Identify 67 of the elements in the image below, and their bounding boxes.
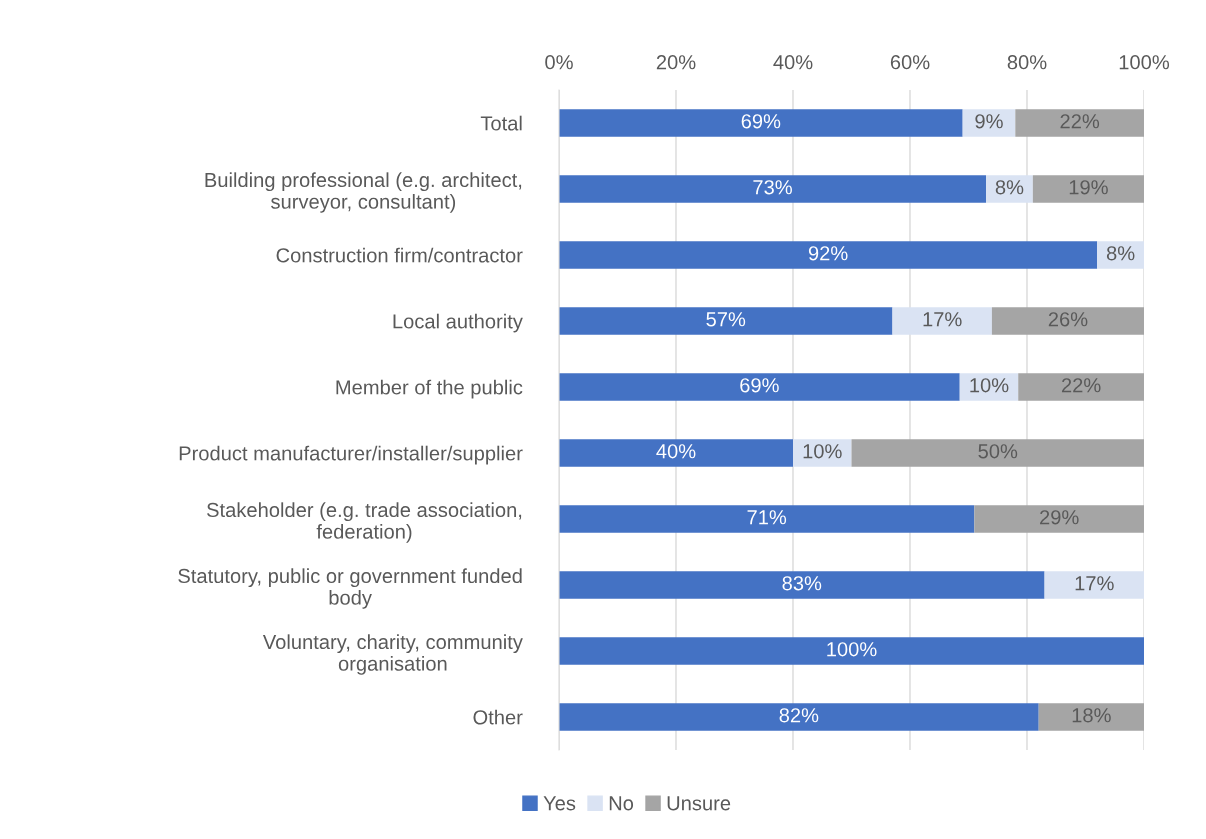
data-label: 69% [740, 378, 779, 393]
legend-label: Yes [543, 796, 576, 811]
data-label: 69% [741, 114, 781, 129]
data-label: 50% [978, 444, 1018, 459]
data-label: 9% [975, 114, 1003, 129]
bar [1032, 175, 1144, 203]
bar [559, 505, 975, 533]
x-tick-label: 60% [890, 55, 930, 70]
data-label: 29% [1040, 510, 1079, 525]
bar [559, 175, 987, 203]
data-label: 92% [808, 246, 848, 261]
y-tick-label: Product manufacturer/installer/supplier [179, 445, 523, 465]
y-tick-label: Local authority [393, 313, 523, 333]
data-label: 57% [706, 312, 746, 327]
x-tick-label: 20% [656, 55, 696, 70]
data-label: 8% [995, 180, 1024, 195]
data-label: 8% [1106, 246, 1135, 261]
x-tick-label: 80% [1007, 55, 1047, 70]
data-label: 40% [656, 444, 696, 459]
x-tick-label: 0% [545, 55, 573, 70]
data-label: 71% [747, 510, 787, 525]
bar [559, 703, 1039, 731]
bar [851, 439, 1144, 467]
bar [1097, 241, 1144, 269]
data-label: 83% [782, 576, 822, 591]
bar [559, 241, 1098, 269]
legend-label: No [609, 796, 634, 811]
data-label: 18% [1072, 708, 1111, 723]
data-label: 73% [753, 180, 792, 195]
bar [986, 175, 1033, 203]
data-label: 19% [1069, 180, 1108, 195]
bar [559, 109, 963, 137]
data-label: 17% [1075, 576, 1114, 591]
bar [959, 373, 1019, 401]
data-label: 10% [803, 444, 842, 459]
x-tick-label: 100% [1119, 55, 1170, 70]
y-tick-label: Stakeholder (e.g. trade association, federation) [207, 502, 522, 543]
data-label: 26% [1048, 312, 1088, 327]
bar [962, 109, 1016, 137]
bar [559, 439, 793, 467]
x-tick-label: 40% [773, 55, 813, 70]
data-label: 10% [970, 378, 1009, 393]
y-tick-label: Other [473, 709, 523, 725]
y-tick-label: Building professional (e.g. architect, surveyor, consultant) [205, 172, 522, 213]
y-tick-label: Voluntary, charity, community organisation [262, 634, 523, 675]
y-tick-label: Member of the public [336, 379, 523, 399]
bar [559, 373, 960, 401]
data-label: 22% [1061, 378, 1101, 393]
data-label: 17% [923, 312, 962, 327]
y-tick-label: Construction firm/contractor [276, 247, 523, 263]
bar [1015, 109, 1144, 137]
bar [559, 307, 893, 335]
data-label: 22% [1060, 114, 1100, 129]
bar [1044, 571, 1144, 599]
y-tick-label: Statutory, public or government funded body [178, 568, 522, 609]
legend-label: Unsure [667, 796, 731, 811]
bar [1038, 703, 1144, 731]
bar [793, 439, 852, 467]
bar [991, 307, 1144, 335]
bar [1018, 373, 1144, 401]
bar [892, 307, 992, 335]
data-label: 100% [827, 642, 877, 657]
bar [559, 571, 1045, 599]
bar [559, 637, 1144, 665]
y-tick-label: Total [480, 115, 522, 131]
data-label: 82% [779, 708, 819, 723]
bar [974, 505, 1144, 533]
